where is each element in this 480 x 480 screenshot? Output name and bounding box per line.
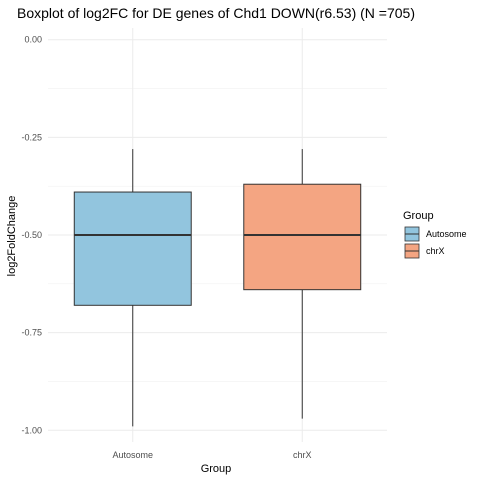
box-iqr <box>73 191 192 306</box>
box-iqr <box>243 183 362 291</box>
x-axis-ticks: Autosome chrX <box>112 450 311 460</box>
legend: Group Autosome chrX <box>403 210 467 259</box>
x-tick-label: chrX <box>293 450 312 460</box>
box-autosome <box>73 149 192 427</box>
y-tick-label: -1.00 <box>21 425 42 435</box>
y-tick-label: -0.50 <box>21 230 42 240</box>
boxes <box>73 149 362 427</box>
x-axis-title: Group <box>201 463 232 475</box>
legend-label: chrX <box>426 246 445 256</box>
y-tick-label: -0.25 <box>21 132 42 142</box>
legend-title: Group <box>403 210 434 222</box>
x-tick-label: Autosome <box>112 450 153 460</box>
y-tick-label: -0.75 <box>21 328 42 338</box>
legend-label: Autosome <box>426 229 467 239</box>
y-axis-title: log2FoldChange <box>6 196 18 277</box>
chart-title: Boxplot of log2FC for DE genes of Chd1 D… <box>17 5 415 21</box>
y-tick-label: 0.00 <box>24 35 42 45</box>
box-chrx <box>243 149 362 419</box>
y-axis-ticks: 0.00 -0.25 -0.50 -0.75 -1.00 <box>21 35 42 436</box>
legend-items: Autosome chrX <box>404 226 467 259</box>
